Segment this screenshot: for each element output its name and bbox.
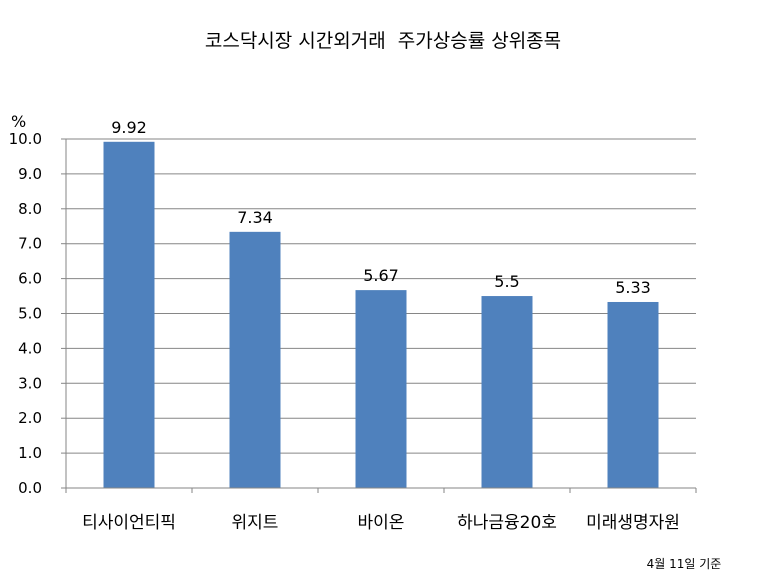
x-category-label: 티사이언티픽 (82, 513, 176, 533)
y-tick-label: 2.0 (18, 409, 42, 427)
y-tick-label: 6.0 (18, 270, 42, 288)
chart-title: 코스닥시장 시간외거래 주가상승률 상위종목 (205, 30, 561, 52)
x-category-label: 하나금융20호 (457, 513, 557, 533)
bar (355, 290, 407, 488)
y-tick-label: 5.0 (18, 305, 42, 323)
bar (481, 296, 533, 488)
data-label: 5.33 (615, 278, 651, 297)
y-tick-label: 9.0 (18, 165, 42, 183)
x-axis-labels: 티사이언티픽 위지트 바이온 하나금융20호 미래생명자원 (82, 513, 680, 533)
bar (229, 231, 281, 489)
y-tick-label: 0.0 (18, 479, 42, 497)
data-label: 9.92 (111, 118, 147, 137)
y-axis-ticks: 0.0 1.0 2.0 3.0 4.0 5.0 6.0 7.0 8.0 9.0 10.0 (9, 130, 66, 497)
axes (65, 139, 697, 493)
bar (607, 301, 659, 488)
y-tick-label: 10.0 (9, 130, 42, 148)
data-label: 5.5 (494, 272, 519, 291)
reference-date-note: 4월 11일 기준 (647, 557, 722, 571)
data-label: 5.67 (363, 266, 399, 285)
y-tick-label: 4.0 (18, 339, 42, 357)
y-tick-label: 7.0 (18, 235, 42, 253)
x-category-label: 바이온 (358, 513, 405, 533)
y-tick-label: 3.0 (18, 374, 42, 392)
y-axis-unit-label: % (11, 112, 26, 131)
y-tick-label: 1.0 (18, 444, 42, 462)
bar-series (103, 141, 659, 489)
x-category-label: 위지트 (232, 513, 279, 533)
bar (103, 141, 155, 489)
data-labels: 9.92 7.34 5.67 5.5 5.33 (111, 118, 651, 297)
x-category-label: 미래생명자원 (586, 513, 680, 533)
data-label: 7.34 (237, 208, 273, 227)
y-tick-label: 8.0 (18, 200, 42, 218)
